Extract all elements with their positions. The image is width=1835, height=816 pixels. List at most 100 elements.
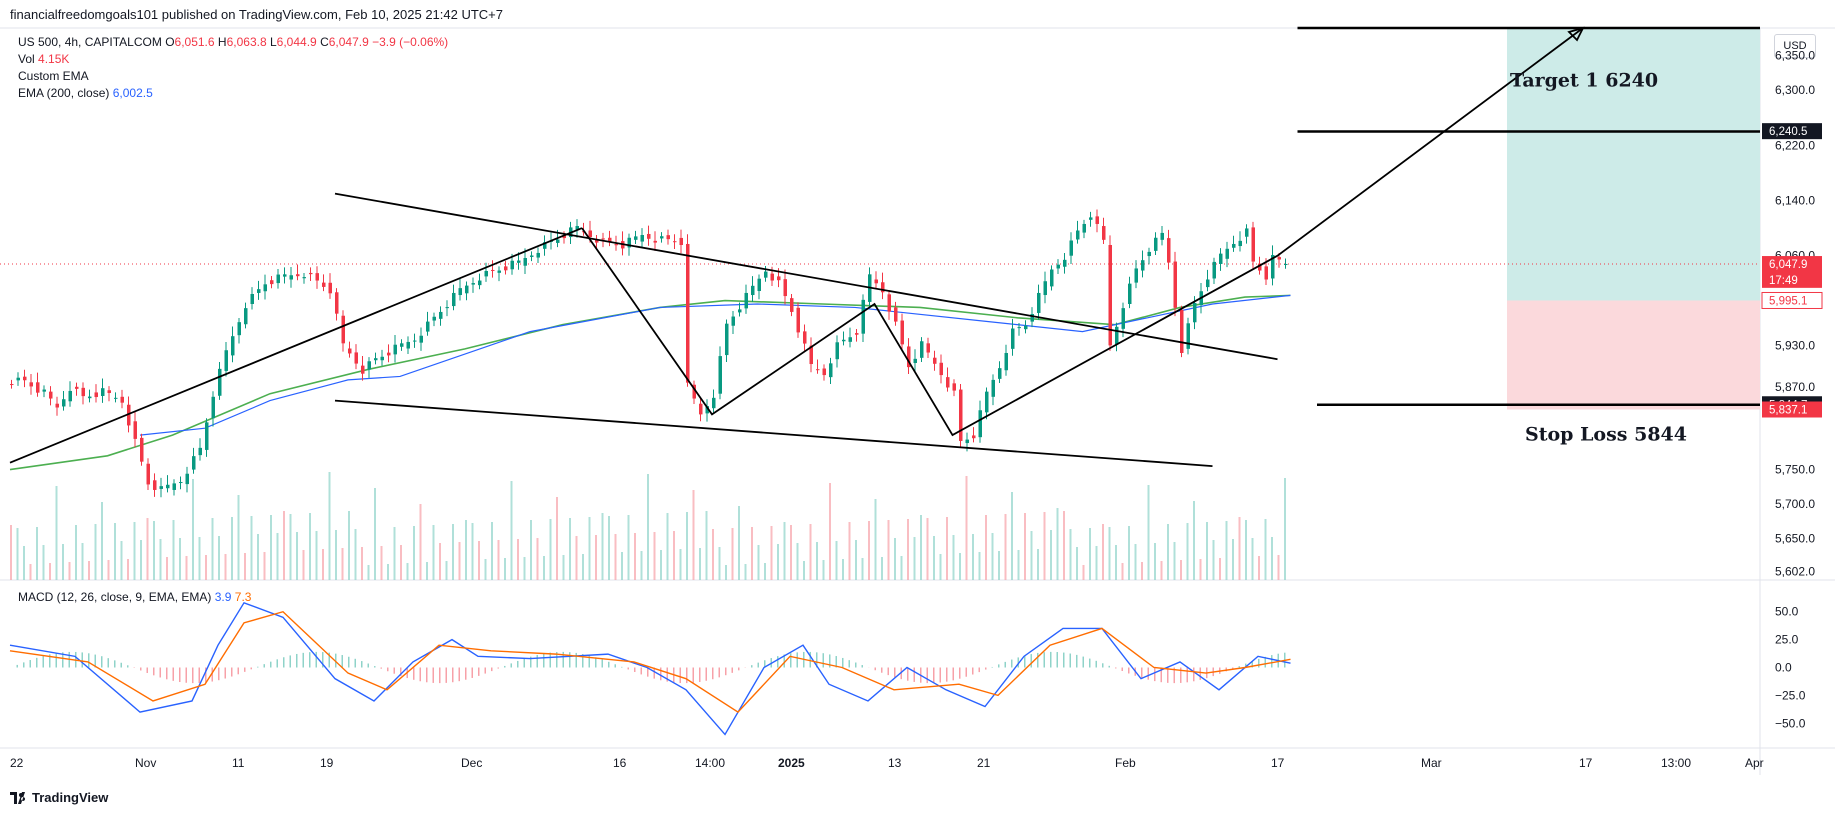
macd-histogram-bar [816,652,818,668]
candle-body [835,342,839,360]
candle-body [62,399,66,407]
candle-body [536,252,540,258]
volume-bar [107,560,110,580]
volume-bar [926,518,929,580]
candle-body [1050,269,1054,287]
candle-body [458,288,462,296]
candle-body [68,390,72,402]
volume-bar [23,546,25,580]
macd-histogram-bar [1024,655,1026,668]
published-header: financialfreedomgoals101 published on Tr… [10,7,503,22]
macd-histogram-bar [965,667,967,677]
candle-body [803,331,807,344]
trendline-upper [334,192,1278,361]
volume-bar [101,502,103,580]
volume-bar [471,523,474,580]
candle-body [484,270,488,277]
candle-body [218,368,222,396]
candle-body [1245,228,1249,237]
volume-bar [978,552,981,580]
macd-histogram-bar [367,663,369,668]
zigzag [581,27,1584,437]
macd-histogram-bar [465,667,467,680]
candle-body [790,298,794,312]
low-label: L [269,35,277,49]
volume-bar [1102,524,1104,580]
volume-bar [140,540,142,580]
volume-row[interactable]: Vol 4.15K [18,51,448,68]
volume-bar [1225,521,1228,580]
volume-bar [692,490,695,580]
macd-histogram-bar [1173,667,1175,684]
macd-histogram-bar [1141,667,1143,678]
volume-bar [1219,558,1221,580]
macd-histogram-bar [530,656,532,668]
candle-body [127,404,131,426]
macd-histogram-bar [569,652,571,668]
volume-bar [1095,546,1098,580]
macd-histogram-bar [907,667,909,681]
candle-body [510,260,514,270]
chart-canvas[interactable]: Target 1 6240 Stop Loss 5844 6,350.0 6,300.… [0,0,1835,790]
candle-body [556,239,560,243]
volume-bar [237,495,240,580]
candle-body [1115,326,1119,345]
candle-body [354,352,358,364]
macd-histogram-bar [861,665,863,668]
volume-bar [673,531,675,580]
candle-body [985,391,989,413]
macd-histogram-bar [1251,661,1253,668]
macd-histogram-bar [205,667,207,683]
volume-bar [1017,550,1020,580]
candle-body [738,309,742,313]
macd-histogram-bar [159,667,161,678]
ema-row[interactable]: EMA (200, close) 6,002.5 [18,85,448,102]
macd-histogram-bar [283,657,285,668]
symbol-label[interactable]: US 500, 4h, CAPITALCOM [18,35,162,49]
currency-button[interactable]: USD [1774,34,1816,58]
volume-bar [328,472,331,580]
macd-histogram-bar [647,667,649,677]
tradingview-logo-icon [10,791,26,804]
macd-tick-label: 50.0 [1775,605,1799,619]
macd-histogram-bar [244,667,246,672]
volume-bar [198,537,201,580]
signal-line [9,610,1291,714]
volume-bar [55,486,58,580]
candle-body [445,307,449,309]
macd-histogram-bar [1108,665,1110,668]
candle-body [887,294,891,312]
volume-bar [478,541,480,580]
macd-histogram-bar [166,667,168,680]
candle-body [913,358,917,363]
time-tick-label: 13 [888,756,902,770]
macd-legend[interactable]: MACD (12, 26, close, 9, EMA, EMA) 3.9 7.… [18,590,251,604]
candle-body [465,285,469,294]
volume-bar [1056,508,1059,580]
volume-bar [192,479,194,580]
candle-body [406,341,410,349]
volume-bar [757,545,760,580]
volume-bar [94,524,97,580]
candle-body [926,343,930,353]
macd-histogram-bar [1258,658,1260,668]
volume-bar [335,530,337,580]
volume-bar [1238,517,1241,580]
candle-body [978,410,982,438]
candle-body [367,361,371,370]
volume-bar [10,525,12,580]
macd-histogram-bar [218,667,220,681]
candle-body [972,435,976,439]
candle-body [88,396,92,399]
macd-histogram-bar [1167,667,1169,683]
volume-bar [497,540,500,580]
candle-body [1186,323,1190,349]
candle-body [276,274,280,284]
volume-label: Vol [18,52,35,66]
volume-bar [1043,512,1046,580]
candle-body [1108,245,1112,346]
volume-bar [861,558,864,580]
custom-ema-row[interactable]: Custom EMA [18,69,89,83]
macd-histogram-bar [211,667,213,682]
macd-histogram-bar [556,652,558,668]
